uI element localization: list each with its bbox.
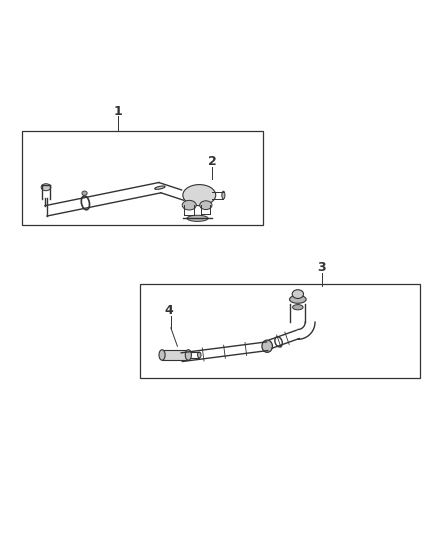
Bar [140,284,420,378]
Ellipse shape [187,215,208,221]
Ellipse shape [41,184,51,191]
Ellipse shape [159,350,165,360]
Ellipse shape [200,201,212,209]
Ellipse shape [155,186,165,189]
Text: 3: 3 [318,261,326,274]
Ellipse shape [262,340,272,352]
Ellipse shape [183,184,216,206]
Ellipse shape [185,350,191,360]
Ellipse shape [292,290,304,298]
Bar [162,350,188,360]
Ellipse shape [177,356,187,359]
Ellipse shape [222,191,225,199]
Text: 2: 2 [208,155,217,168]
Ellipse shape [182,200,196,210]
Ellipse shape [198,352,201,358]
Ellipse shape [293,304,303,310]
Text: 4: 4 [164,304,173,317]
Ellipse shape [290,295,306,303]
Text: 1: 1 [114,104,123,117]
Bar [22,131,263,225]
Ellipse shape [82,191,87,196]
